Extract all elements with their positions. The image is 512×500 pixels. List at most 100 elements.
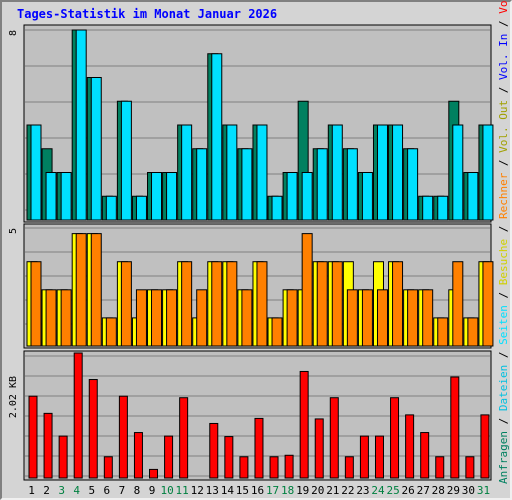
day-label-18: 18: [281, 484, 294, 497]
bar-dateien-3: [60, 172, 72, 221]
bar-volumen-26: [405, 414, 415, 479]
day-label-16: 16: [251, 484, 264, 497]
bar-rechner-10: [166, 289, 178, 347]
bar-rechner-14: [226, 261, 238, 347]
bar-volumen-1: [28, 395, 38, 479]
bar-volumen-7: [118, 395, 128, 479]
legend-item-13: /: [497, 14, 510, 34]
day-label-1: 1: [28, 484, 35, 497]
bar-rechner-15: [241, 289, 253, 347]
day-label-24: 24: [371, 484, 385, 497]
bar-dateien-4: [75, 29, 87, 221]
bar-volumen-2: [43, 412, 53, 479]
bar-dateien-9: [151, 172, 163, 221]
legend-right: Anfragen / Dateien / Seiten / Besuche / …: [497, 0, 510, 484]
bar-volumen-29: [450, 376, 460, 479]
day-label-8: 8: [134, 484, 141, 497]
bar-volumen-5: [88, 379, 98, 479]
legend-item-10: Vol. Out: [497, 100, 510, 153]
bar-dateien-2: [45, 172, 57, 221]
bar-volumen-14: [224, 436, 234, 479]
day-label-11: 11: [176, 484, 189, 497]
bar-volumen-24: [374, 435, 384, 479]
bar-dateien-8: [135, 195, 147, 221]
bar-volumen-18: [284, 454, 294, 479]
bar-volumen-10: [164, 435, 174, 479]
ytick-bot: 2.02 KB: [8, 376, 19, 418]
bar-rechner-23: [361, 289, 373, 347]
legend-item-4: Seiten: [497, 305, 510, 345]
legend-item-2: Dateien: [497, 365, 510, 411]
bar-rechner-1: [30, 261, 42, 347]
bar-dateien-14: [226, 124, 238, 221]
bar-rechner-26: [407, 289, 419, 347]
legend-item-6: Besuche: [497, 239, 510, 285]
bar-volumen-6: [103, 456, 113, 479]
bar-dateien-22: [346, 148, 358, 221]
bar-rechner-4: [75, 233, 87, 347]
bar-dateien-12: [196, 148, 208, 221]
bar-dateien-18: [286, 172, 298, 221]
bar-volumen-13: [209, 422, 219, 479]
bar-dateien-11: [181, 124, 193, 221]
chart-title: Tages-Statistik im Monat Januar 2026: [17, 7, 278, 21]
bar-volumen-30: [465, 456, 475, 479]
bar-volumen-23: [359, 435, 369, 479]
bar-dateien-10: [166, 172, 178, 221]
bar-rechner-30: [467, 317, 479, 347]
bar-rechner-17: [271, 317, 283, 347]
day-label-5: 5: [88, 484, 95, 497]
legend-item-1: /: [497, 411, 510, 431]
bar-rechner-27: [422, 289, 434, 347]
bar-rechner-21: [331, 261, 343, 347]
ytick-top: 8: [8, 30, 19, 36]
legend-item-12: Vol. In: [497, 34, 510, 80]
bar-volumen-21: [329, 397, 339, 479]
bar-dateien-21: [331, 124, 343, 221]
bar-dateien-25: [392, 124, 404, 221]
bar-rechner-12: [196, 289, 208, 347]
day-label-23: 23: [356, 484, 369, 497]
bar-rechner-2: [45, 289, 57, 347]
bar-volumen-27: [420, 432, 430, 479]
bar-rechner-11: [181, 261, 193, 347]
bar-dateien-30: [467, 172, 479, 221]
legend-item-3: /: [497, 345, 510, 365]
day-label-3: 3: [58, 484, 65, 497]
bar-volumen-17: [269, 456, 279, 479]
bar-dateien-6: [105, 195, 117, 221]
bar-rechner-19: [301, 233, 313, 347]
bar-volumen-9: [149, 468, 159, 479]
bar-dateien-31: [482, 124, 494, 221]
day-label-4: 4: [73, 484, 80, 497]
bar-dateien-27: [422, 195, 434, 221]
bar-dateien-26: [407, 148, 419, 221]
bar-rechner-28: [437, 317, 449, 347]
bar-volumen-22: [344, 456, 354, 479]
bar-rechner-31: [482, 261, 494, 347]
bar-dateien-20: [316, 148, 328, 221]
day-label-27: 27: [417, 484, 430, 497]
bar-rechner-22: [346, 289, 358, 347]
bar-rechner-5: [90, 233, 102, 347]
legend-item-9: /: [497, 153, 510, 173]
bar-volumen-28: [435, 456, 445, 479]
day-label-12: 12: [191, 484, 204, 497]
bar-rechner-8: [135, 289, 147, 347]
day-label-14: 14: [221, 484, 235, 497]
bar-volumen-4: [73, 352, 83, 479]
bar-dateien-28: [437, 195, 449, 221]
bar-dateien-16: [256, 124, 268, 221]
bar-dateien-13: [211, 53, 223, 221]
bar-dateien-15: [241, 148, 253, 221]
day-label-15: 15: [236, 484, 249, 497]
bar-rechner-13: [211, 261, 223, 347]
bar-volumen-16: [254, 417, 264, 479]
bar-dateien-23: [361, 172, 373, 221]
legend-item-7: /: [497, 219, 510, 239]
day-label-9: 9: [149, 484, 156, 497]
day-label-19: 19: [296, 484, 309, 497]
day-label-30: 30: [462, 484, 475, 497]
day-label-6: 6: [104, 484, 111, 497]
bar-dateien-19: [301, 172, 313, 221]
